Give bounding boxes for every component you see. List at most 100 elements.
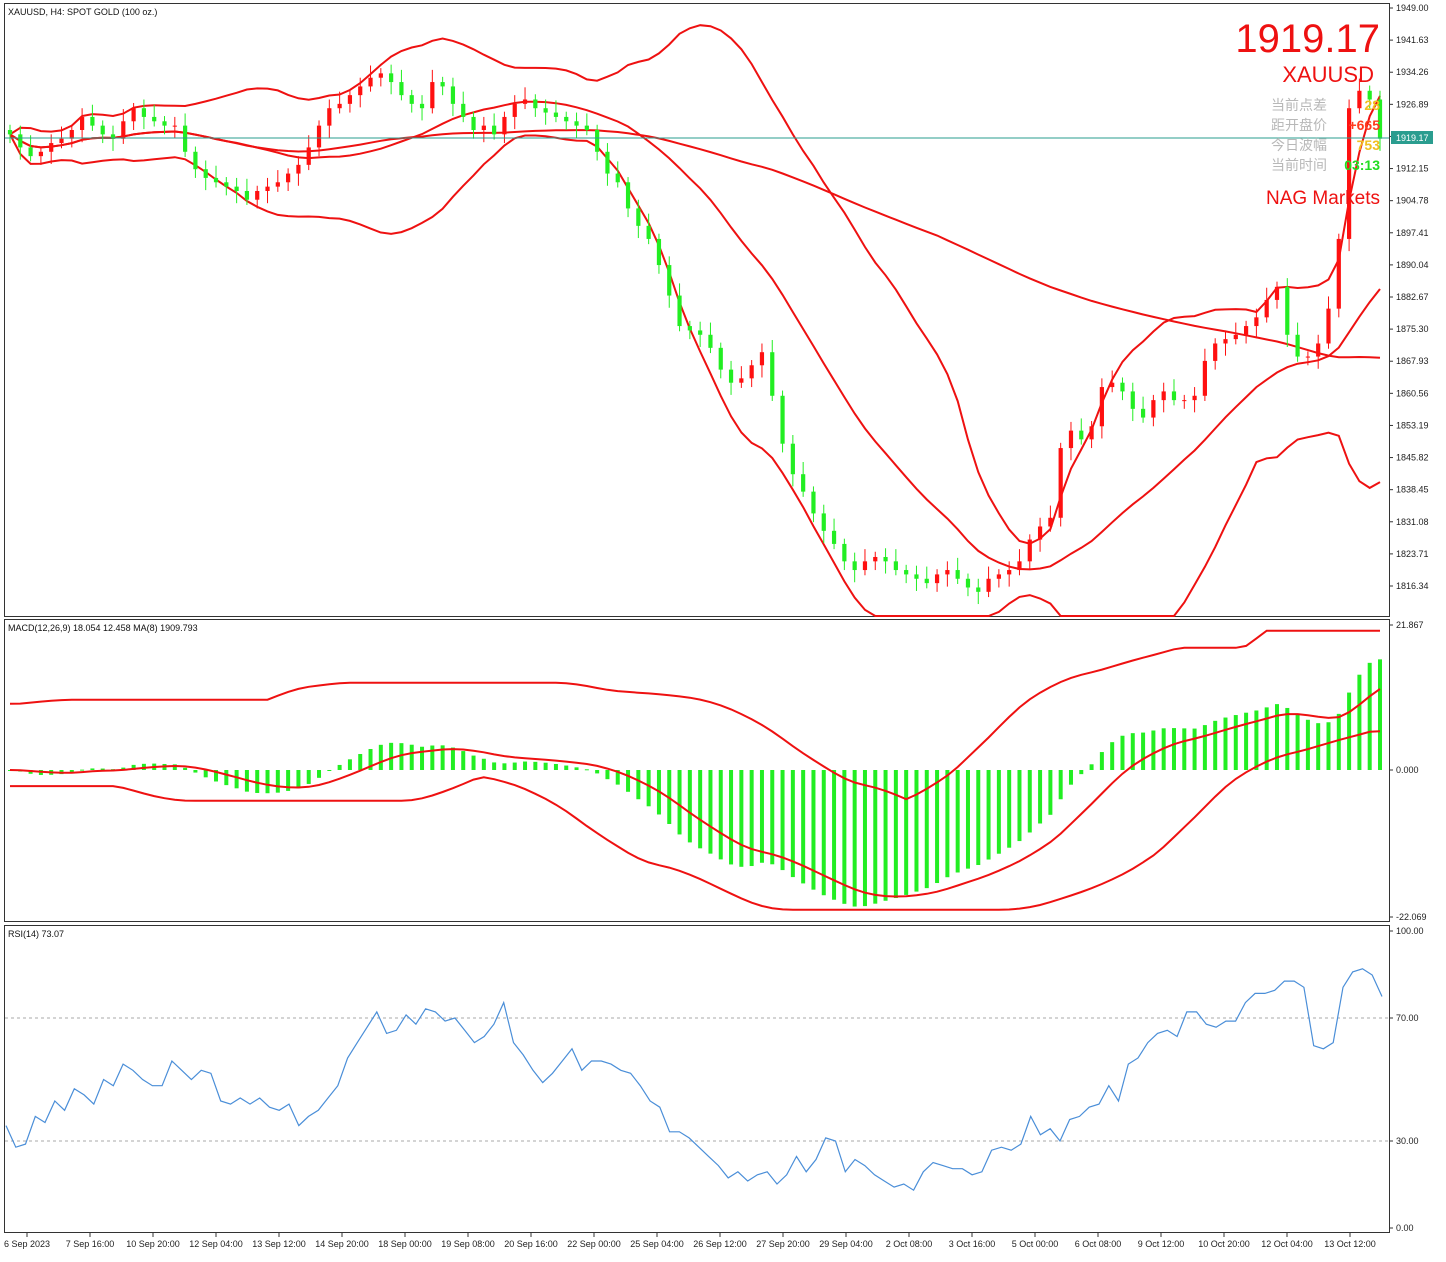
macd-y-tick-label: 21.867 (1396, 620, 1424, 630)
candle-body (141, 108, 147, 117)
macd-bar (1007, 770, 1012, 848)
macd-bar (255, 770, 260, 793)
candle-body (1048, 517, 1053, 527)
overlay-broker: NAG Markets (1266, 188, 1380, 209)
rsi-pane[interactable] (4, 925, 1390, 1233)
candle-body (945, 570, 950, 575)
candle-body (533, 99, 538, 109)
candle-body (965, 578, 971, 588)
candle-body (1099, 387, 1104, 427)
overlay-price: 1919.17 (1235, 17, 1380, 61)
macd-bar (358, 754, 363, 770)
rsi-plot (5, 968, 1383, 1192)
candle-body (430, 82, 435, 109)
macd-histogram (8, 629, 1382, 911)
candle-body (296, 164, 301, 174)
macd-bar (1213, 720, 1218, 770)
macd-bar (502, 763, 507, 770)
x-tick-label: 10 Sep 20:00 (126, 1239, 180, 1249)
x-tick-label: 13 Oct 12:00 (1324, 1239, 1376, 1249)
macd-bar (1202, 725, 1207, 770)
main-y-tick-label: 1845.82 (1396, 453, 1429, 463)
x-tick-label: 6 Sep 2023 (4, 1239, 50, 1249)
main-y-tick-label: 1816.34 (1396, 581, 1429, 591)
x-tick-label: 20 Sep 16:00 (504, 1239, 558, 1249)
candle-body (59, 138, 64, 144)
macd-bar (234, 770, 239, 789)
macd-bar (492, 762, 497, 770)
rsi-pane-header: RSI(14) 73.07 (8, 929, 64, 939)
macd-bar (1038, 770, 1043, 824)
candle-body (934, 574, 940, 584)
macd-bar (1058, 770, 1063, 800)
macd-bar (780, 770, 785, 871)
candle-body (38, 151, 44, 157)
main-pane[interactable] (4, 3, 1390, 617)
macd-bar (914, 770, 919, 892)
candle-body (574, 121, 579, 126)
candle-body (821, 513, 826, 531)
main-y-tick-label: 1831.08 (1396, 517, 1429, 527)
macd-bar (317, 770, 322, 778)
macd-bar (214, 770, 219, 782)
macd-bar (1378, 659, 1382, 770)
candle-body (1089, 426, 1094, 440)
macd-bar (553, 763, 558, 770)
candle-body (1037, 526, 1043, 540)
candle-body (152, 116, 157, 122)
candle-body (996, 574, 1001, 579)
candle-body (481, 125, 486, 130)
candle-body (399, 82, 404, 96)
macd-bar (1295, 714, 1300, 770)
candle-body (667, 265, 672, 296)
candle-body (605, 151, 610, 174)
candle-body (656, 238, 662, 266)
macd-bar (275, 770, 280, 793)
main-y-tick-label: 1882.67 (1396, 292, 1429, 302)
macd-bar (1347, 692, 1352, 770)
candle-body (234, 186, 239, 191)
macd-upper-envelope (9, 629, 1380, 801)
candle-body (1367, 90, 1372, 100)
candle-body (265, 186, 270, 191)
macd-bar (1110, 742, 1115, 770)
macd-bar (399, 743, 404, 770)
candle-body (842, 543, 847, 562)
macd-bar (1336, 713, 1341, 770)
candle-body (1079, 430, 1084, 440)
candle-body (811, 491, 816, 514)
candle-body (409, 95, 414, 104)
candle-body (698, 330, 703, 335)
x-tick-label: 18 Sep 00:00 (378, 1239, 432, 1249)
macd-bar (1326, 722, 1331, 770)
macd-bar (1130, 733, 1135, 770)
candle-body (213, 177, 219, 183)
candle-body (1254, 317, 1259, 327)
macd-bar (1285, 707, 1290, 770)
macd-bar (605, 770, 610, 780)
macd-bar (306, 770, 311, 784)
candle-body (687, 326, 692, 331)
macd-bar (924, 770, 929, 889)
candle-body (986, 578, 991, 592)
macd-bar (821, 770, 826, 896)
candle-body (306, 147, 311, 165)
x-tick-label: 14 Sep 20:00 (315, 1239, 369, 1249)
macd-bar (1274, 704, 1279, 770)
candle-body (976, 587, 981, 592)
macd-bar (1223, 717, 1228, 770)
x-tick-label: 13 Sep 12:00 (252, 1239, 306, 1249)
macd-bar (945, 770, 950, 878)
main-y-tick-label: 1838.45 (1396, 485, 1429, 495)
macd-bar (873, 770, 878, 904)
candle-body (502, 116, 507, 135)
candle-body (1151, 400, 1156, 418)
macd-bar (1089, 764, 1094, 770)
macd-bar (471, 755, 476, 770)
macd-bar (90, 768, 95, 770)
macd-bar (378, 744, 383, 770)
candle-body (553, 112, 559, 117)
macd-bar (121, 767, 126, 770)
macd-bar (409, 744, 414, 770)
candle-body (1110, 382, 1115, 388)
